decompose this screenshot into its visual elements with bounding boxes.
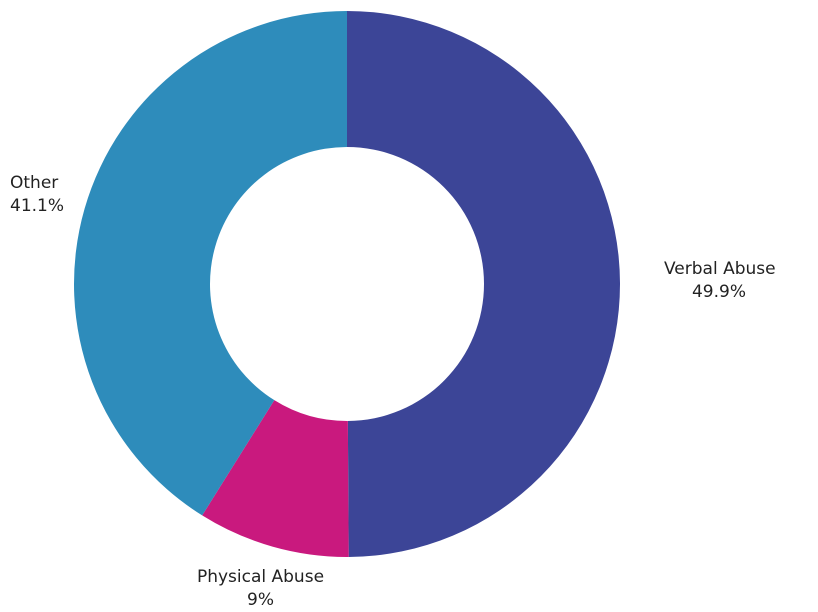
slice-label-physical-abuse-value: 9% — [247, 590, 274, 610]
slice-physical-abuse — [202, 400, 349, 558]
slice-label-verbal-abuse-name: Verbal Abuse — [664, 259, 776, 279]
slice-label-physical-abuse-name: Physical Abuse — [196, 567, 325, 587]
slice-label-verbal-abuse: Verbal Abuse 49.9% — [664, 258, 776, 304]
slice-label-other: Other 41.1% — [10, 172, 64, 218]
slice-label-other-value: 41.1% — [10, 196, 65, 216]
slice-other — [74, 11, 347, 516]
slice-verbal-abuse — [347, 10, 621, 557]
slice-label-verbal-abuse-value: 49.9% — [691, 282, 746, 302]
slice-label-other-name: Other — [10, 173, 59, 193]
slice-label-physical-abuse: Physical Abuse 9% — [183, 566, 338, 612]
